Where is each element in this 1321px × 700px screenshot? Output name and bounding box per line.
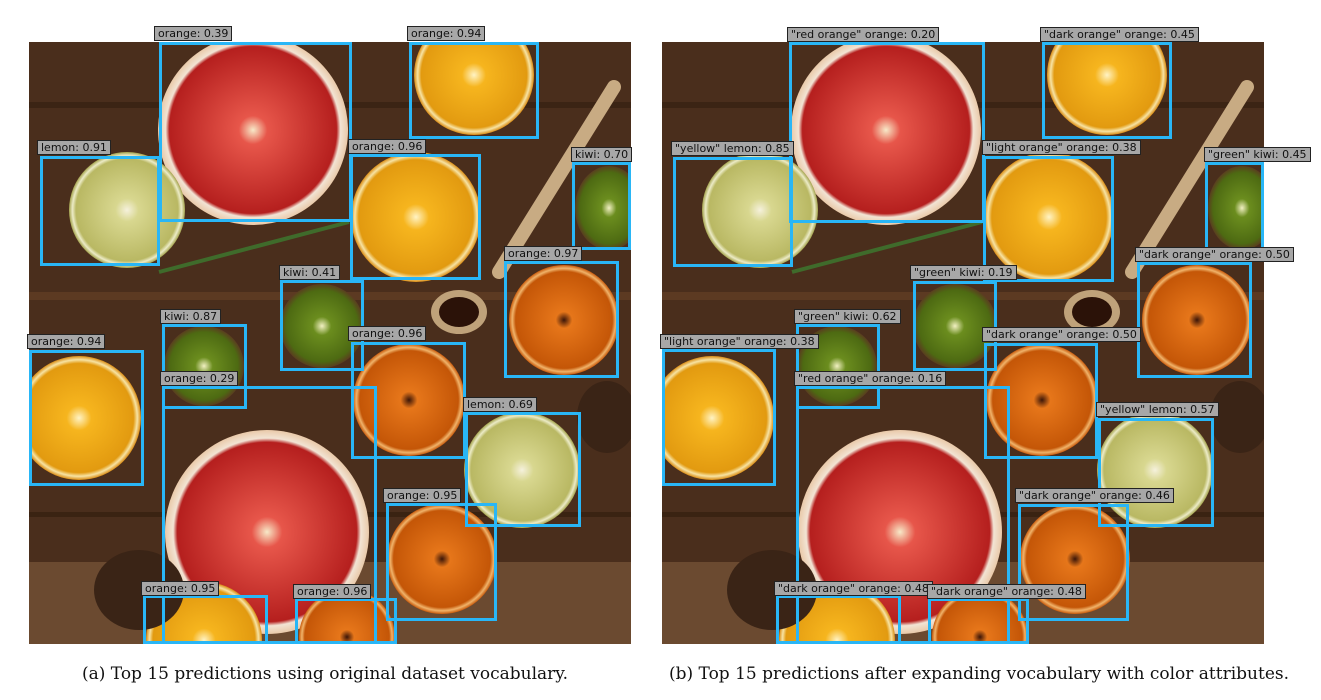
detection-box bbox=[796, 324, 880, 409]
detection-label: "yellow" lemon: 0.57 bbox=[1096, 402, 1219, 417]
detection-box bbox=[789, 42, 985, 223]
detection-label: "dark orange" orange: 0.50 bbox=[1135, 247, 1294, 262]
detection-label: orange: 0.96 bbox=[348, 326, 427, 341]
detection-label: "red orange" orange: 0.20 bbox=[787, 27, 940, 42]
detection-box bbox=[572, 162, 631, 250]
detection-label: orange: 0.95 bbox=[141, 581, 220, 596]
detection-box bbox=[928, 598, 1029, 644]
detection-box bbox=[984, 343, 1098, 459]
caption-a: (a) Top 15 predictions using original da… bbox=[82, 664, 569, 684]
detection-label: orange: 0.94 bbox=[407, 26, 486, 41]
detection-label: "green" kiwi: 0.62 bbox=[794, 309, 901, 324]
detection-box bbox=[159, 42, 352, 222]
detection-label: "green" kiwi: 0.19 bbox=[910, 265, 1017, 280]
detection-label: "light orange" orange: 0.38 bbox=[660, 334, 819, 349]
detection-box bbox=[350, 154, 481, 280]
detection-box bbox=[1137, 262, 1252, 378]
detection-box bbox=[662, 349, 776, 486]
detection-label: "dark orange" orange: 0.48 bbox=[927, 584, 1086, 599]
detection-label: lemon: 0.91 bbox=[37, 140, 111, 155]
detection-label: "light orange" orange: 0.38 bbox=[982, 140, 1141, 155]
detection-box bbox=[1098, 418, 1214, 527]
detection-label: kiwi: 0.87 bbox=[160, 309, 222, 324]
detection-box bbox=[673, 157, 793, 267]
detection-box bbox=[29, 350, 144, 486]
detection-box bbox=[143, 595, 268, 644]
detection-label: "dark orange" orange: 0.45 bbox=[1040, 27, 1199, 42]
detection-box bbox=[1018, 504, 1129, 621]
detection-label: orange: 0.96 bbox=[348, 139, 427, 154]
detection-box bbox=[162, 386, 377, 644]
detection-image-a bbox=[29, 42, 631, 644]
detection-label: "dark orange" orange: 0.48 bbox=[774, 581, 933, 596]
detection-box bbox=[40, 156, 160, 266]
detection-label: orange: 0.29 bbox=[160, 371, 239, 386]
detection-label: orange: 0.96 bbox=[293, 584, 372, 599]
detection-label: orange: 0.94 bbox=[27, 334, 106, 349]
detection-box bbox=[295, 598, 397, 644]
detection-box bbox=[1205, 162, 1264, 250]
detection-label: "dark orange" orange: 0.46 bbox=[1015, 488, 1174, 503]
detection-label: orange: 0.97 bbox=[504, 246, 583, 261]
detection-box bbox=[504, 261, 619, 378]
detection-box bbox=[913, 281, 997, 371]
detection-label: orange: 0.39 bbox=[154, 26, 233, 41]
detection-label: kiwi: 0.70 bbox=[571, 147, 633, 162]
detection-box bbox=[409, 42, 539, 139]
detection-box bbox=[776, 595, 901, 644]
detection-box bbox=[465, 412, 581, 527]
detection-box bbox=[796, 386, 1010, 644]
detection-label: orange: 0.95 bbox=[383, 488, 462, 503]
detection-box bbox=[983, 156, 1114, 282]
detection-label: "dark orange" orange: 0.50 bbox=[982, 327, 1141, 342]
detection-label: "red orange" orange: 0.16 bbox=[794, 371, 947, 386]
detection-box bbox=[162, 324, 247, 409]
detection-box bbox=[280, 280, 364, 371]
detection-label: kiwi: 0.41 bbox=[279, 265, 341, 280]
fruit-scene-image bbox=[29, 42, 631, 644]
detection-label: "green" kiwi: 0.45 bbox=[1204, 147, 1311, 162]
detection-box bbox=[1042, 42, 1172, 139]
caption-b: (b) Top 15 predictions after expanding v… bbox=[669, 664, 1290, 684]
detection-box bbox=[386, 503, 497, 621]
detection-label: lemon: 0.69 bbox=[463, 397, 537, 412]
detection-label: "yellow" lemon: 0.85 bbox=[671, 141, 794, 156]
